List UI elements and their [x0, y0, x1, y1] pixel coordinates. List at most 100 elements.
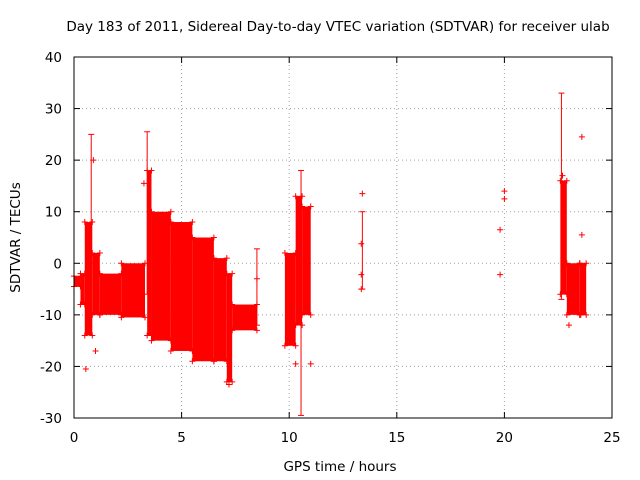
dense-data-band	[226, 273, 233, 382]
y-axis-label: SDTVAR / TECUs	[8, 182, 24, 292]
data-point	[89, 311, 96, 318]
data-point	[89, 332, 96, 339]
dense-data-band	[232, 304, 257, 331]
data-point	[292, 322, 299, 329]
y-tick-label: -10	[40, 308, 62, 324]
data-point	[225, 381, 232, 388]
x-axis-label: GPS time / hours	[283, 459, 396, 475]
plot-frame	[73, 56, 613, 419]
data-point	[583, 311, 590, 318]
dense-data-band	[192, 237, 214, 362]
data-point	[497, 226, 504, 233]
data-point	[118, 260, 125, 267]
data-series	[71, 92, 590, 416]
data-point	[307, 311, 314, 318]
dense-data-band	[302, 206, 311, 315]
dense-data-band	[560, 180, 567, 295]
dense-data-band	[213, 258, 227, 362]
data-point	[210, 255, 217, 262]
chart-title: Day 183 of 2011, Sidereal Day-to-day VTE…	[66, 19, 609, 35]
data-point	[565, 322, 572, 329]
data-point	[578, 231, 585, 238]
data-point	[299, 322, 306, 329]
data-point	[229, 378, 236, 385]
data-point	[189, 219, 196, 226]
dense-data-band	[284, 252, 296, 346]
dense-data-band	[579, 263, 587, 315]
dense-data-band	[92, 252, 100, 315]
dense-data-band	[151, 211, 171, 341]
x-tick-label: 10	[281, 430, 298, 446]
data-point	[148, 208, 155, 215]
data-point	[583, 260, 590, 267]
data-point	[167, 208, 174, 215]
dense-data-band	[80, 273, 85, 305]
data-point	[358, 286, 365, 293]
x-tick-label: 15	[388, 430, 405, 446]
dense-data-band	[295, 196, 303, 326]
y-tick-label: 0	[53, 256, 62, 272]
grid	[74, 57, 612, 418]
data-point	[96, 249, 103, 256]
data-point	[358, 271, 365, 278]
data-point	[210, 234, 217, 241]
y-tick-label: 10	[45, 205, 62, 221]
x-tick-label: 20	[496, 430, 513, 446]
dense-data-band	[74, 276, 81, 287]
dense-data-band	[84, 222, 93, 336]
data-point	[501, 195, 508, 202]
data-point	[299, 193, 306, 200]
data-point	[292, 342, 299, 349]
dense-data-band	[99, 273, 122, 315]
data-point	[148, 337, 155, 344]
data-point	[557, 177, 564, 184]
y-tick-label: -30	[40, 411, 62, 427]
data-point	[167, 347, 174, 354]
data-point	[577, 311, 584, 318]
data-point	[281, 249, 288, 256]
data-point	[253, 327, 260, 334]
data-point	[563, 260, 570, 267]
y-tick-label: 30	[45, 102, 62, 118]
data-point	[307, 360, 314, 367]
data-point	[89, 249, 96, 256]
y-tick-label: 20	[45, 153, 62, 169]
dense-data-band	[170, 222, 193, 351]
data-point	[281, 342, 288, 349]
data-point	[167, 219, 174, 226]
data-point	[89, 219, 96, 226]
y-axis-label-group: SDTVAR / TECUs	[8, 182, 24, 292]
data-point	[299, 203, 306, 210]
dense-data-band	[121, 263, 146, 318]
data-point	[557, 291, 564, 298]
axis-ticks: 0 5 10 15 20 25 -30 -20 -10 0 10 20 30 40	[40, 50, 621, 446]
data-point	[307, 203, 314, 210]
data-point	[358, 240, 365, 247]
x-tick-label: 25	[603, 430, 620, 446]
data-point	[189, 358, 196, 365]
data-point	[223, 270, 230, 277]
data-point	[292, 193, 299, 200]
data-point	[118, 314, 125, 321]
data-point	[223, 255, 230, 262]
data-point	[82, 366, 89, 373]
data-point	[563, 177, 570, 184]
y-tick-label: -20	[40, 359, 62, 375]
data-point	[229, 327, 236, 334]
x-tick-label: 0	[70, 430, 79, 446]
data-point	[501, 188, 508, 195]
data-point	[292, 360, 299, 367]
data-point	[210, 358, 217, 365]
data-point	[578, 133, 585, 140]
dense-data-band	[566, 263, 580, 315]
data-point	[253, 275, 260, 282]
dense-data-band	[147, 170, 152, 336]
data-point	[81, 332, 88, 339]
data-point	[559, 172, 566, 179]
data-point	[189, 234, 196, 241]
data-point	[563, 311, 570, 318]
data-point	[142, 314, 149, 321]
data-point	[96, 311, 103, 318]
data-point	[90, 157, 97, 164]
